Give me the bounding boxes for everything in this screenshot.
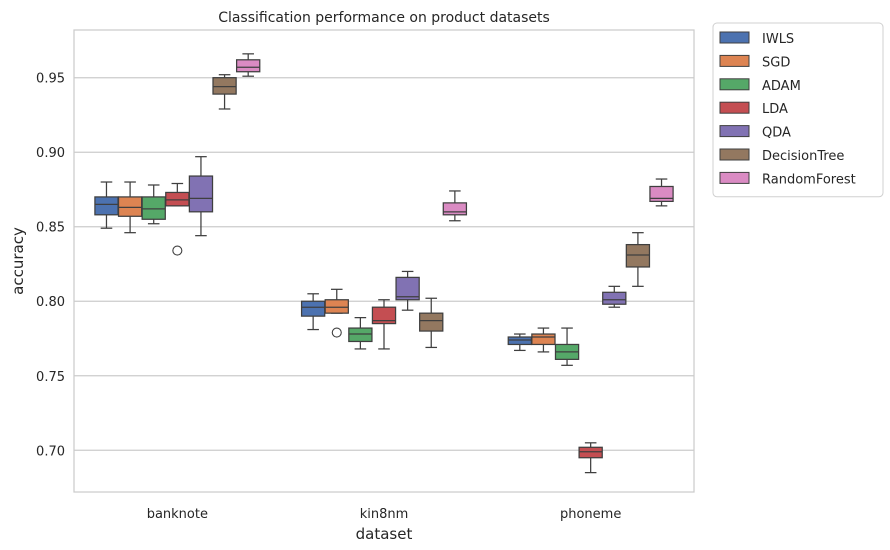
legend-swatch-lda: [719, 101, 750, 114]
box-randomforest-banknote: [235, 53, 261, 77]
legend-label-qda: QDA: [762, 126, 791, 141]
outlier-point: [331, 327, 342, 338]
outlier-point: [172, 245, 183, 256]
box-body: [300, 300, 326, 317]
box-body: [531, 333, 556, 346]
box-lda-kin8nm: [371, 299, 397, 350]
box-iwls-phoneme: [507, 333, 533, 352]
legend-swatch-decisiontree: [719, 148, 750, 161]
box-qda-banknote: [188, 156, 214, 237]
box-iwls-banknote: [94, 181, 119, 229]
x-tick-label: phoneme: [560, 507, 621, 522]
y-tick-label: 0.75: [36, 370, 65, 385]
box-body: [442, 202, 468, 216]
legend-label-lda: LDA: [762, 102, 788, 117]
legend-label-decisiontree: DecisionTree: [762, 149, 844, 164]
box-randomforest-kin8nm: [442, 190, 468, 222]
legend-frame: [712, 22, 884, 198]
box-adam-banknote: [141, 184, 166, 225]
x-tick-label: kin8nm: [360, 507, 409, 522]
x-axis-ticks: banknote kin8nm phoneme: [147, 507, 622, 522]
box-body: [117, 196, 143, 217]
legend-label-iwls: IWLS: [762, 32, 794, 47]
legend-swatch-adam: [719, 78, 750, 91]
box-body: [578, 446, 603, 459]
box-decisiontree-banknote: [212, 74, 237, 110]
y-axis-ticks: 0.70 0.75 0.80 0.85 0.90 0.95: [36, 72, 65, 460]
box-sgd-kin8nm: [324, 288, 349, 338]
box-body: [94, 196, 119, 216]
box-sgd-phoneme: [531, 327, 556, 353]
box-lda-phoneme: [578, 442, 603, 474]
y-tick-label: 0.85: [36, 221, 65, 236]
box-body: [395, 276, 420, 301]
box-body: [165, 191, 190, 207]
gridlines: [74, 77, 694, 451]
box-body: [371, 306, 397, 325]
y-axis-label: accuracy: [9, 227, 27, 295]
box-body: [602, 291, 627, 305]
legend-swatch-sgd: [719, 54, 750, 67]
y-tick-label: 0.70: [36, 444, 65, 459]
box-adam-phoneme: [554, 327, 580, 366]
box-iwls-kin8nm: [300, 293, 326, 331]
legend: IWLS SGD ADAM LDA QDA DecisionTree RandomFores…: [712, 22, 884, 198]
box-qda-phoneme: [602, 285, 627, 308]
box-body: [419, 312, 444, 332]
legend-swatch-qda: [719, 125, 750, 138]
boxes: [94, 53, 674, 474]
box-randomforest-phoneme: [649, 178, 674, 207]
box-body: [212, 77, 237, 95]
box-body: [235, 59, 261, 73]
x-axis-label: dataset: [356, 525, 413, 543]
box-body: [507, 336, 533, 346]
chart-title: Classification performance on product da…: [218, 10, 550, 26]
box-body: [188, 175, 214, 213]
box-sgd-banknote: [117, 181, 143, 234]
x-tick-label: banknote: [147, 507, 208, 522]
legend-label-adam: ADAM: [762, 79, 801, 94]
y-tick-label: 0.80: [36, 295, 65, 310]
box-body: [141, 196, 166, 220]
legend-label-randomforest: RandomForest: [762, 172, 856, 187]
y-tick-label: 0.95: [36, 72, 65, 87]
box-body: [324, 299, 349, 314]
legend-swatch-randomforest: [719, 171, 750, 184]
y-tick-label: 0.90: [36, 146, 65, 161]
box-qda-kin8nm: [395, 270, 420, 311]
legend-label-sgd: SGD: [762, 55, 790, 70]
legend-swatch-iwls: [719, 31, 750, 44]
box-decisiontree-kin8nm: [419, 297, 444, 349]
box-decisiontree-phoneme: [625, 232, 651, 287]
box-lda-banknote: [165, 182, 190, 256]
box-body: [348, 327, 373, 343]
box-body: [649, 185, 674, 203]
plot-area-frame: [73, 29, 695, 493]
box-adam-kin8nm: [348, 317, 373, 350]
box-body: [625, 243, 651, 268]
